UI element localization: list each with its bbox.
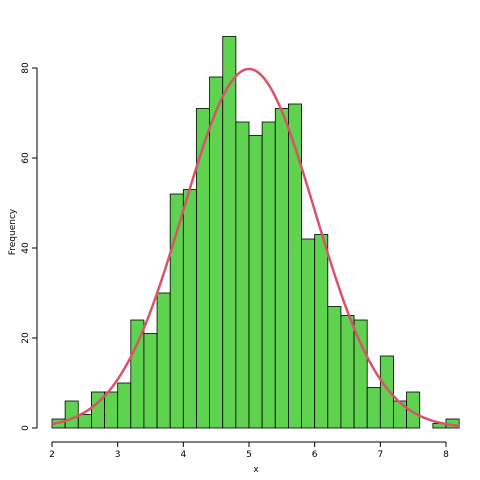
y-tick-label: 60: [21, 152, 31, 164]
x-tick-label: 5: [246, 450, 252, 460]
histogram-bar: [340, 315, 355, 429]
y-tick-label: 0: [21, 425, 31, 431]
histogram-bar: [301, 238, 316, 429]
histogram-bar: [327, 306, 342, 429]
x-tick-label: 6: [312, 450, 318, 460]
y-tick-label: 20: [21, 332, 31, 344]
histogram-bar: [130, 319, 145, 429]
histogram-bar: [379, 355, 394, 429]
histogram-bar: [64, 400, 79, 429]
bars-group: [51, 36, 460, 429]
histogram-bar: [196, 108, 211, 429]
x-tick-label: 3: [115, 450, 121, 460]
normal-density-curve: [51, 67, 460, 428]
histogram-bar: [143, 333, 158, 429]
x-tick-label: 7: [377, 450, 383, 460]
histogram-bar: [77, 414, 92, 429]
histogram-bar: [274, 108, 289, 429]
histogram-bar: [366, 387, 381, 429]
histogram-bar: [117, 382, 132, 429]
x-tick-label: 8: [443, 450, 449, 460]
y-tick-label: 80: [21, 62, 31, 74]
histogram-bar: [314, 234, 329, 429]
histogram-bar: [209, 76, 224, 429]
x-tick-label: 2: [49, 450, 55, 460]
y-axis: 0 20 40 60 80: [21, 62, 38, 431]
histogram-bar: [406, 391, 421, 429]
histogram-bar: [235, 121, 250, 429]
histogram-bar: [248, 135, 263, 429]
histogram-bar: [261, 121, 276, 429]
histogram-bar: [287, 103, 302, 429]
histogram-bar: [104, 391, 119, 429]
y-tick-label: 40: [21, 242, 31, 254]
y-axis-title: Frequency: [8, 208, 18, 255]
histogram-bar: [353, 319, 368, 429]
x-tick-label: 4: [180, 450, 186, 460]
x-axis-title: x: [253, 465, 259, 475]
histogram-bar: [156, 292, 171, 429]
histogram-bar: [182, 189, 197, 429]
x-axis: 2 3 4 5 6 7 8: [49, 441, 449, 460]
